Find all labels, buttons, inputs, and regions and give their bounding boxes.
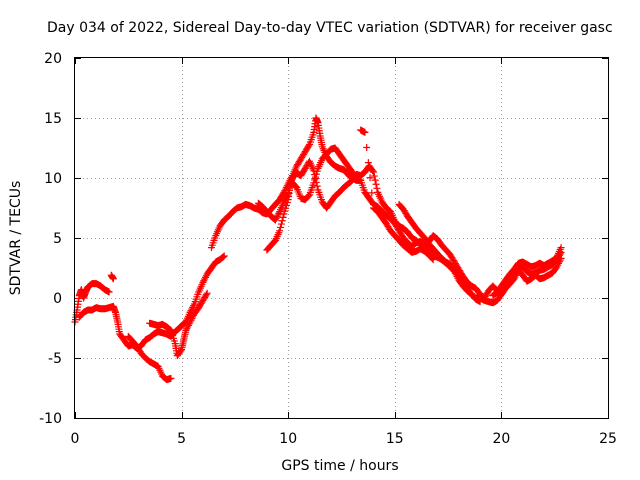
data-point xyxy=(555,259,563,267)
data-point xyxy=(188,315,196,323)
series-track-j xyxy=(489,244,565,300)
data-point xyxy=(311,171,319,179)
y-tick-label: 20 xyxy=(44,51,62,67)
data-point xyxy=(305,142,313,150)
data-point xyxy=(372,180,380,188)
data-point xyxy=(109,275,117,283)
data-point xyxy=(312,178,320,186)
data-point xyxy=(201,275,209,283)
x-tick-label: 0 xyxy=(71,431,80,447)
data-point xyxy=(272,214,280,222)
data-point xyxy=(292,183,300,191)
x-tick-label: 20 xyxy=(492,431,510,447)
y-tick-label: 5 xyxy=(53,231,62,247)
data-point xyxy=(476,298,484,306)
data-point xyxy=(271,216,279,224)
x-axis-label: GPS time / hours xyxy=(281,458,398,474)
data-point xyxy=(368,189,376,197)
data-point xyxy=(364,159,372,167)
data-point xyxy=(366,174,374,182)
data-point xyxy=(373,184,381,192)
data-point xyxy=(190,302,198,310)
y-tick-label: 15 xyxy=(44,111,62,127)
data-point xyxy=(165,325,173,333)
series-track-i xyxy=(395,200,484,306)
data-point xyxy=(277,223,285,231)
y-axis-label: SDTVAR / TECUs xyxy=(8,181,24,296)
data-point xyxy=(273,213,281,221)
data-point xyxy=(219,253,227,261)
data-point xyxy=(189,313,197,321)
data-point xyxy=(219,253,227,261)
data-point xyxy=(201,273,209,281)
data-point xyxy=(553,263,561,271)
data-point xyxy=(282,185,290,193)
data-point xyxy=(187,316,195,324)
data-point xyxy=(184,321,192,329)
series-track-h xyxy=(357,126,437,264)
data-point xyxy=(370,172,378,180)
data-point xyxy=(167,374,175,382)
data-point xyxy=(313,182,321,190)
data-point xyxy=(105,288,113,296)
x-tick-label: 10 xyxy=(279,431,297,447)
y-tick-label: -5 xyxy=(48,351,62,367)
series-track-b xyxy=(75,252,228,352)
data-point xyxy=(166,326,174,334)
x-tick-label: 5 xyxy=(177,431,186,447)
data-point xyxy=(202,291,210,299)
data-point xyxy=(310,167,318,175)
data-point xyxy=(429,256,437,264)
data-point xyxy=(185,320,193,328)
data-point xyxy=(182,326,190,334)
data-point xyxy=(184,323,192,331)
data-point xyxy=(311,174,319,182)
data-point xyxy=(183,325,191,333)
data-point xyxy=(186,318,194,326)
data-point xyxy=(200,277,208,285)
data-point xyxy=(199,278,207,286)
data-point xyxy=(512,271,520,279)
axis-tick-labels: 0 5 10 15 20 25 -10 -5 0 5 10 15 20 xyxy=(39,51,617,447)
data-point xyxy=(189,303,197,311)
data-point xyxy=(278,217,286,225)
data-point xyxy=(275,209,283,217)
y-tick-label: -10 xyxy=(39,411,62,427)
series-track-g xyxy=(263,157,565,302)
data-point xyxy=(220,252,228,260)
series-track-c xyxy=(124,332,175,384)
data-point xyxy=(177,347,185,355)
data-point xyxy=(554,261,562,269)
data-point xyxy=(510,275,518,283)
data-point xyxy=(557,244,565,252)
grid-lines xyxy=(75,58,608,418)
data-point xyxy=(277,220,285,228)
data-point xyxy=(363,144,371,152)
data-point xyxy=(276,227,284,235)
data-points xyxy=(71,114,565,384)
x-tick-label: 25 xyxy=(599,431,617,447)
data-point xyxy=(188,305,196,313)
y-tick-label: 10 xyxy=(44,171,62,187)
data-point xyxy=(371,176,379,184)
data-point xyxy=(274,211,282,219)
data-point xyxy=(428,255,436,263)
data-point xyxy=(203,289,211,297)
data-point xyxy=(279,213,287,221)
data-point xyxy=(279,190,287,198)
series-track-a xyxy=(71,280,113,326)
series-track-d xyxy=(146,289,211,360)
data-point xyxy=(305,192,313,200)
chart-title: Day 034 of 2022, Sidereal Day-to-day VTE… xyxy=(47,20,613,36)
y-tick-label: 0 xyxy=(53,291,62,307)
data-point xyxy=(555,258,563,266)
series-track-k xyxy=(107,271,117,283)
data-point xyxy=(361,128,369,136)
data-point xyxy=(369,167,377,175)
data-point xyxy=(369,168,377,176)
x-tick-label: 15 xyxy=(386,431,404,447)
data-point xyxy=(511,273,519,281)
plot-frame xyxy=(74,57,609,419)
